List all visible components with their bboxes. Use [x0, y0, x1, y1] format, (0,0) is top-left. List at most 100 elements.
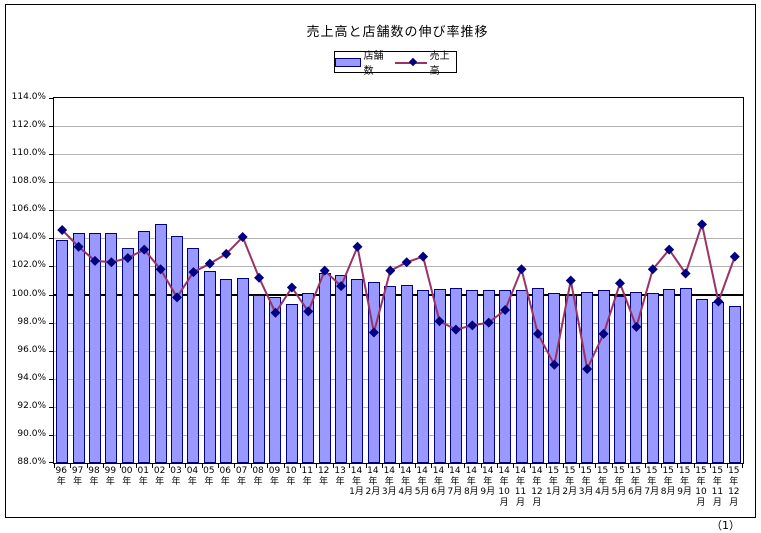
- x-axis-label-line: 年: [155, 476, 165, 487]
- x-axis-tick: [628, 464, 630, 468]
- bar: [712, 301, 725, 463]
- y-axis-tick: [49, 238, 54, 240]
- x-axis-label-line: 2月: [562, 487, 578, 497]
- x-axis-tick: [677, 464, 679, 468]
- x-axis-label-line: 年: [253, 476, 263, 487]
- line-marker: [696, 219, 707, 230]
- bar: [597, 290, 610, 463]
- x-axis-label-line: 05: [203, 466, 215, 476]
- bar: [138, 231, 151, 463]
- x-axis-label-line: 2月: [365, 487, 381, 497]
- x-axis-label-line: 年: [565, 476, 575, 487]
- bar: [335, 274, 348, 463]
- x-axis-label-line: 年: [516, 476, 526, 487]
- y-axis-tick-label: 112.0%: [11, 120, 46, 131]
- bar: [56, 239, 69, 463]
- x-axis-label-line: 年: [401, 476, 411, 487]
- x-axis-label-line: 1月: [349, 487, 364, 497]
- gridline: [54, 378, 743, 380]
- y-axis-tick: [49, 462, 54, 463]
- x-axis-label-line: 15: [662, 466, 674, 476]
- y-axis-labels: 114.0% 112.0% 110.0% 108.0% 106.0% 104.0% 102.…: [0, 92, 46, 467]
- bar: [630, 291, 643, 463]
- y-axis-tick: [49, 98, 54, 99]
- x-axis-label: 13 年: [330, 466, 350, 487]
- x-axis-label: 99 年: [100, 466, 120, 487]
- y-axis-tick-label: 100.0%: [11, 288, 46, 299]
- x-axis-tick: [103, 464, 105, 468]
- legend-item-stores: 店舗数: [335, 47, 390, 77]
- y-axis-tick: [49, 378, 54, 380]
- x-axis-label-line: 14: [416, 466, 428, 476]
- x-axis-label-line: 4月: [595, 487, 610, 497]
- x-axis-label-line: 年: [237, 476, 247, 487]
- bar: [187, 248, 200, 463]
- bar-series-swatch-icon: [335, 57, 361, 67]
- y-axis-tick-label: 96.0%: [17, 344, 46, 355]
- x-axis-label-line: 15: [678, 466, 691, 476]
- x-axis-label: 96 年: [51, 466, 71, 487]
- x-axis-tick: [660, 464, 662, 468]
- y-axis-tick: [49, 406, 54, 408]
- x-axis-label-line: 6月: [431, 487, 446, 497]
- x-axis-label: 08 年: [248, 466, 268, 487]
- x-axis-label-line: 7月: [644, 487, 660, 497]
- x-axis-label-line: 15: [596, 466, 609, 476]
- y-axis-tick: [49, 266, 54, 268]
- x-axis-label-line: 年: [499, 476, 509, 487]
- x-axis-tick: [480, 464, 482, 468]
- x-axis-tick: [382, 464, 384, 468]
- x-axis-label-line: 04: [186, 466, 199, 476]
- y-axis-tick-label: 98.0%: [17, 316, 46, 327]
- x-axis-label-line: 年: [680, 476, 690, 487]
- line-marker: [680, 268, 691, 279]
- x-axis-tick: [578, 464, 580, 468]
- x-axis-label-line: 15: [629, 466, 642, 476]
- x-axis-label-line: 月: [712, 497, 722, 508]
- y-axis-tick: [49, 126, 54, 128]
- bar: [663, 288, 676, 463]
- legend-label-sales: 売上高: [429, 51, 450, 77]
- x-axis-label-line: 年: [171, 476, 181, 487]
- x-axis-label-line: 15: [711, 466, 724, 476]
- x-axis-label: 14 年 12 月: [527, 466, 547, 508]
- x-axis-tick: [332, 464, 334, 468]
- x-axis-label: 15 年 12 月: [724, 466, 744, 508]
- x-axis-label-line: 年: [105, 476, 115, 487]
- x-axis-label-line: 15: [646, 466, 658, 476]
- x-axis-label-line: 98: [88, 466, 100, 476]
- x-axis-label: 03 年: [166, 466, 186, 487]
- x-axis-label: 15 年 3月: [576, 466, 596, 498]
- x-axis-label-line: 10: [285, 466, 297, 476]
- x-axis-label-line: 14: [481, 466, 494, 476]
- y-axis-tick-label: 94.0%: [17, 372, 46, 383]
- bar: [531, 287, 544, 463]
- bar: [679, 287, 692, 463]
- x-axis-label-line: 15: [728, 466, 740, 476]
- x-axis-label-line: 11: [711, 487, 724, 497]
- x-axis-label: 06 年: [215, 466, 235, 487]
- x-axis-label: 04 年: [182, 466, 202, 487]
- x-axis-label: 15 年 5月: [609, 466, 629, 498]
- x-axis-label-line: 月: [696, 497, 706, 508]
- x-axis-label-line: 14: [498, 466, 510, 476]
- x-axis-label-line: 14: [399, 466, 412, 476]
- x-axis-label-line: 11: [301, 466, 313, 476]
- x-axis-label: 15 年 6月: [625, 466, 645, 498]
- x-axis-label-line: 3月: [381, 487, 397, 497]
- plot-area: [49, 97, 744, 468]
- x-axis-label-line: 年: [204, 476, 214, 487]
- x-axis-tick: [562, 464, 564, 468]
- bar: [417, 290, 430, 463]
- x-axis-tick: [513, 464, 515, 468]
- x-axis-tick: [529, 464, 531, 468]
- x-axis-tick: [316, 464, 318, 468]
- x-axis-label: 98 年: [84, 466, 104, 487]
- x-axis-label: 14 年 7月: [445, 466, 465, 498]
- y-axis-tick: [49, 322, 54, 324]
- x-axis-label-line: 12: [531, 487, 543, 497]
- x-axis-tick: [349, 464, 351, 468]
- x-axis-tick: [644, 464, 646, 468]
- y-axis-tick: [49, 350, 54, 352]
